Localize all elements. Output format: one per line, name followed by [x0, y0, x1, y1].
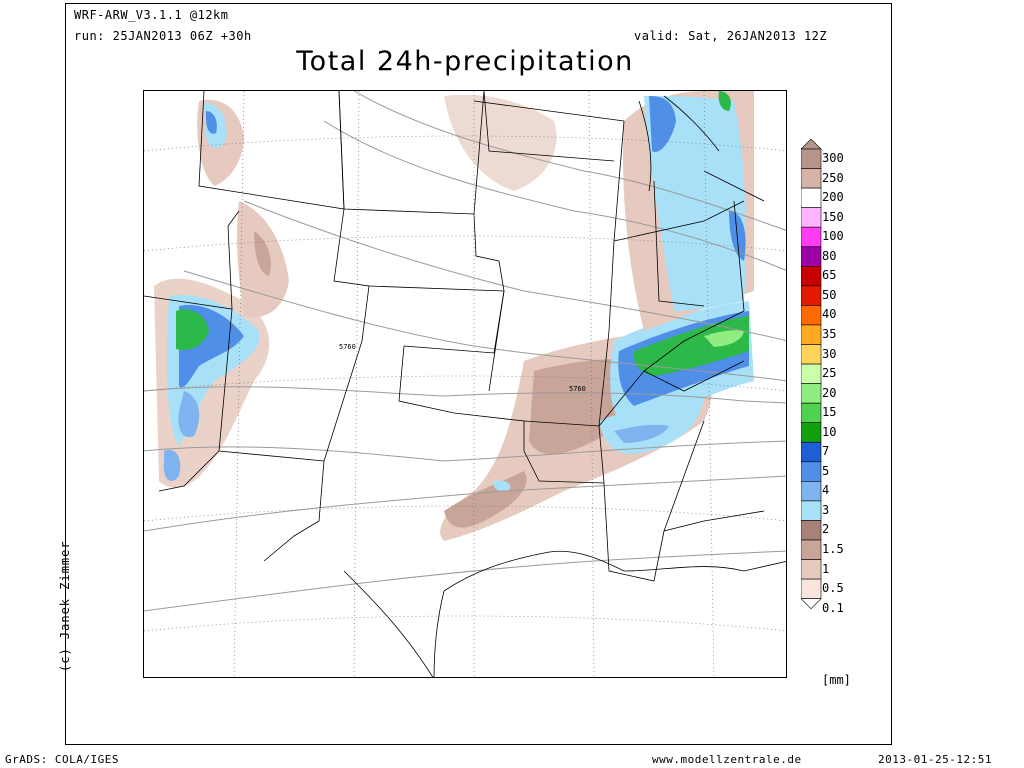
legend-swatch — [801, 246, 822, 267]
contour-label-2: 5760 — [569, 385, 586, 393]
legend-swatch — [801, 441, 822, 463]
height-contours — [144, 91, 786, 612]
legend-label: 80 — [822, 248, 837, 263]
legend-swatch — [801, 207, 822, 228]
legend-label: 35 — [822, 326, 837, 341]
legend-swatch — [801, 148, 822, 169]
legend-swatch — [801, 559, 822, 580]
site-label: www.modellzentrale.de — [652, 753, 802, 766]
legend-label: 15 — [822, 405, 837, 420]
timestamp-label: 2013-01-25-12:51 — [878, 753, 992, 766]
legend-swatch — [801, 187, 822, 208]
legend-label: 1.5 — [822, 542, 844, 556]
legend-label: 4 — [822, 483, 830, 498]
legend-swatch — [801, 578, 822, 599]
legend-swatch — [801, 539, 822, 560]
legend-swatch — [801, 305, 822, 326]
legend-label: 25 — [822, 366, 837, 381]
legend-swatch — [801, 402, 822, 423]
contour-label-1: 5760 — [339, 343, 356, 351]
run-label: run: 25JAN2013 06Z +30h — [74, 29, 252, 43]
legend-arrow-top — [801, 139, 822, 150]
legend-label: 65 — [822, 268, 837, 283]
legend-label: 10 — [822, 424, 837, 439]
legend-swatch — [801, 226, 822, 248]
legend-swatch — [801, 383, 822, 404]
legend-swatch — [801, 363, 822, 384]
legend-arrow-bottom — [801, 598, 822, 610]
legend-swatch — [801, 520, 822, 541]
legend-swatch — [801, 422, 822, 443]
legend-label: 2 — [822, 522, 830, 537]
legend-label: 30 — [822, 346, 837, 361]
model-label: WRF-ARW_V3.1.1 @12km — [74, 8, 229, 22]
legend-swatch — [801, 285, 822, 306]
precipitation-map: 5760 5760 — [143, 90, 787, 678]
legend-swatch — [801, 344, 822, 365]
software-label: GrADS: COLA/IGES — [5, 753, 119, 766]
legend-label: 50 — [822, 287, 837, 302]
units-label: [mm] — [822, 673, 851, 687]
legend-label: 7 — [822, 444, 830, 459]
latlon-grid — [144, 91, 786, 677]
legend-label: 20 — [822, 385, 837, 400]
plot-frame — [65, 3, 892, 745]
color-legend — [801, 139, 822, 610]
legend-swatch — [801, 324, 822, 345]
legend-label: 5 — [822, 463, 830, 478]
legend-swatch — [801, 461, 822, 482]
legend-label: 200 — [822, 190, 844, 205]
precip-shading — [154, 91, 754, 541]
legend-swatch — [801, 266, 822, 287]
legend-label: 0.5 — [822, 581, 844, 596]
legend-label: 40 — [822, 307, 837, 322]
legend-label: 3 — [822, 502, 830, 517]
legend-label: 100 — [822, 229, 844, 244]
legend-swatch — [801, 481, 822, 502]
legend-swatch — [801, 500, 822, 521]
credit-label: (c) Janek Zimmer — [58, 540, 72, 672]
map-title: Total 24h-precipitation — [296, 46, 634, 77]
legend-label: 1 — [822, 561, 830, 576]
valid-label: valid: Sat, 26JAN2013 12Z — [634, 29, 828, 43]
legend-label: 300 — [822, 151, 844, 165]
legend-label: 250 — [822, 170, 844, 185]
legend-swatch — [801, 168, 822, 189]
legend-label: 150 — [822, 209, 844, 224]
boundaries — [144, 91, 786, 677]
legend-label: 0.1 — [822, 600, 844, 615]
